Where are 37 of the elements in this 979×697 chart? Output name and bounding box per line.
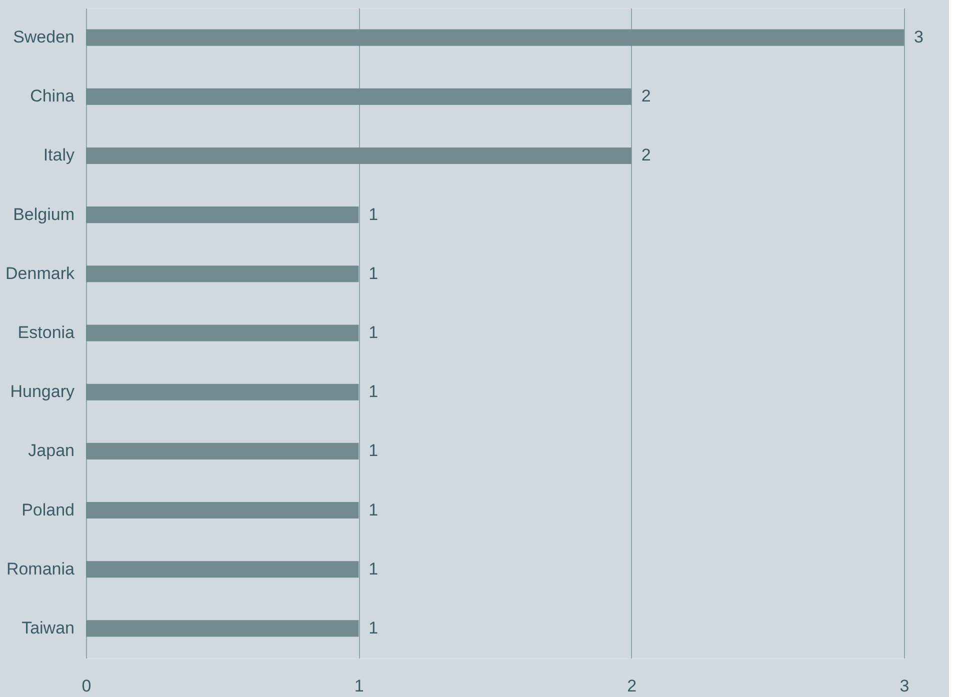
data-label: 1 bbox=[368, 441, 378, 460]
x-tick-label: 2 bbox=[627, 676, 637, 696]
y-tick-label: Denmark bbox=[6, 264, 75, 283]
x-tick-label: 0 bbox=[82, 676, 92, 696]
data-label: 1 bbox=[368, 500, 378, 520]
bar bbox=[86, 442, 359, 460]
bar bbox=[86, 502, 359, 519]
data-label: 2 bbox=[641, 146, 651, 165]
data-label: 1 bbox=[368, 559, 378, 578]
y-tick-label: Hungary bbox=[10, 382, 75, 402]
y-tick-label: Taiwan bbox=[22, 618, 74, 638]
y-tick-label: Romania bbox=[6, 559, 76, 578]
data-label: 1 bbox=[368, 323, 378, 342]
bar bbox=[86, 324, 359, 342]
data-label: 1 bbox=[368, 382, 378, 402]
y-tick-label: China bbox=[30, 86, 76, 106]
y-tick-label: Estonia bbox=[18, 323, 76, 342]
data-label: 1 bbox=[368, 618, 378, 638]
y-tick-label: Italy bbox=[43, 146, 75, 165]
bar bbox=[86, 384, 359, 400]
bar bbox=[86, 620, 359, 637]
bar bbox=[86, 266, 359, 282]
y-tick-label: Japan bbox=[28, 441, 74, 460]
bar bbox=[86, 29, 904, 46]
data-label: 2 bbox=[641, 86, 651, 106]
data-label: 1 bbox=[368, 264, 378, 283]
y-tick-label: Poland bbox=[22, 500, 74, 520]
bar bbox=[86, 88, 632, 105]
y-tick-label: Sweden bbox=[13, 28, 74, 47]
y-tick-label: Belgium bbox=[13, 204, 74, 224]
x-tick-label: 1 bbox=[354, 676, 364, 696]
data-label: 1 bbox=[368, 204, 378, 224]
bar bbox=[86, 206, 359, 224]
bar bbox=[86, 561, 359, 578]
bar bbox=[86, 147, 632, 164]
data-label: 3 bbox=[914, 28, 924, 47]
x-tick-label: 3 bbox=[900, 676, 910, 696]
